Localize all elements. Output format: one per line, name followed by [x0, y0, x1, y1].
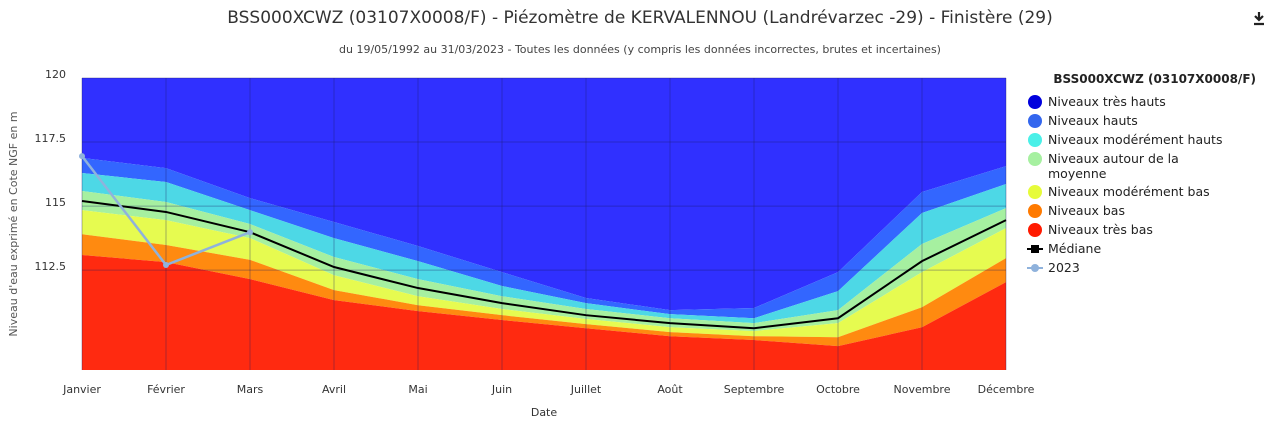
line	[81, 199, 1007, 330]
point	[163, 261, 169, 268]
x-tick-label: Décembre	[978, 383, 1035, 396]
x-tick-label: Novembre	[894, 383, 951, 396]
x-tick-label: Juillet	[570, 383, 602, 396]
legend-symbol	[1026, 260, 1044, 276]
legend-item[interactable]: Niveaux bas	[1026, 203, 1226, 219]
legend-symbol	[1026, 132, 1044, 148]
x-tick-label: Octobre	[816, 383, 860, 396]
legend-symbol	[1026, 241, 1044, 257]
legend-item[interactable]: Niveaux hauts	[1026, 113, 1226, 129]
legend-item[interactable]: Niveaux très bas	[1026, 222, 1226, 238]
band	[82, 173, 1006, 324]
legend-label: Niveaux modérément hauts	[1048, 132, 1223, 147]
legend-label: Niveaux très bas	[1048, 222, 1153, 237]
legend-symbol	[1026, 94, 1044, 110]
x-tick-label: Mars	[237, 383, 264, 396]
legend-item[interactable]: 2023	[1026, 260, 1226, 276]
y-axis-label: Niveau d'eau exprimé en Cote NGF en m	[7, 111, 20, 336]
legend-item[interactable]: Niveaux modérément bas	[1026, 184, 1226, 200]
legend-title: BSS000XCWZ (03107X0008/F)	[1053, 72, 1256, 86]
band	[82, 190, 1006, 332]
legend-symbol	[1026, 203, 1044, 219]
y-tick-label: 112.5	[35, 260, 67, 273]
y-tick-label: 120	[45, 68, 66, 81]
legend-label: Niveaux modérément bas	[1048, 184, 1210, 199]
legend-label: Niveaux bas	[1048, 203, 1125, 218]
band	[82, 157, 1006, 319]
legend-item[interactable]: Niveaux très hauts	[1026, 94, 1226, 110]
chart-subtitle: du 19/05/1992 au 31/03/2023 - Toutes les…	[339, 43, 941, 56]
band	[82, 234, 1006, 347]
point	[79, 153, 85, 160]
legend-symbol	[1026, 222, 1044, 238]
legend: BSS000XCWZ (03107X0008/F) Niveaux très h…	[1020, 72, 1260, 279]
band	[82, 254, 1006, 370]
download-button[interactable]	[1254, 12, 1264, 26]
chart-title: BSS000XCWZ (03107X0008/F) - Piézomètre d…	[227, 8, 1052, 28]
x-tick-label: Janvier	[62, 383, 101, 396]
x-tick-label: Février	[147, 383, 185, 396]
legend-item[interactable]: Niveaux modérément hauts	[1026, 132, 1226, 148]
y-tick-label: 117.5	[35, 132, 67, 145]
legend-symbol	[1026, 113, 1044, 129]
band	[82, 78, 1006, 311]
legend-symbol	[1026, 151, 1044, 167]
legend-label: Niveaux très hauts	[1048, 94, 1166, 109]
legend-label: Médiane	[1048, 241, 1102, 256]
legend-label: 2023	[1048, 260, 1080, 275]
legend-item[interactable]: Niveaux autour de la moyenne	[1026, 151, 1226, 181]
x-tick-label: Mai	[408, 383, 427, 396]
x-tick-label: Avril	[322, 383, 346, 396]
x-tick-label: Juin	[491, 383, 512, 396]
x-tick-label: Septembre	[724, 383, 785, 396]
point	[247, 229, 253, 236]
legend-item[interactable]: Médiane	[1026, 241, 1226, 257]
legend-label: Niveaux autour de la moyenne	[1048, 151, 1179, 181]
legend-symbol	[1026, 184, 1044, 200]
areas	[82, 78, 1006, 370]
x-tick-label: Août	[657, 383, 683, 396]
legend-label: Niveaux hauts	[1048, 113, 1138, 128]
x-axis-label: Date	[531, 406, 558, 419]
band	[82, 210, 1006, 338]
y-tick-label: 115	[45, 196, 66, 209]
